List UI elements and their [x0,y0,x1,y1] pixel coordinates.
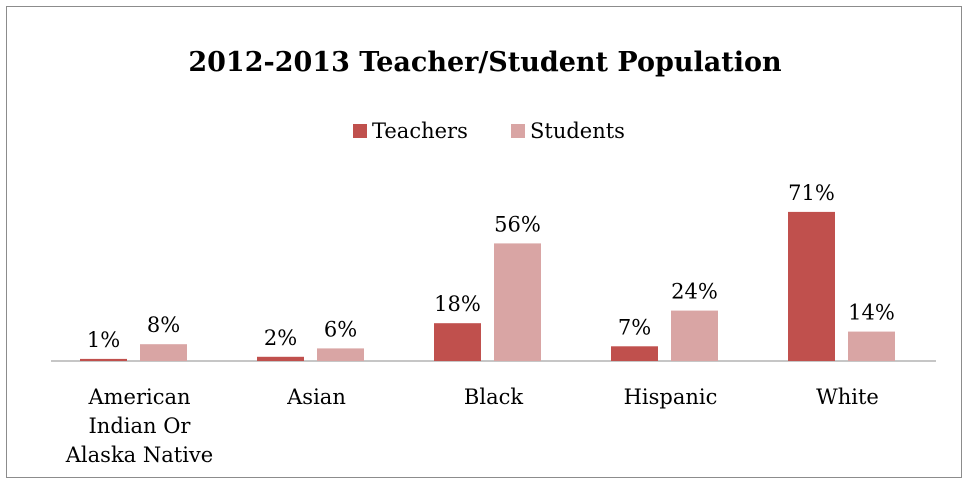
legend-swatch-teachers [353,124,367,138]
data-label-students-4: 14% [848,301,895,325]
chart-frame: 2012-2013 Teacher/Student Population Tea… [6,6,962,478]
category-label-0-line-2: Alaska Native [65,443,213,467]
category-label-0-line-0: American [87,385,190,409]
data-label-students-3: 24% [671,280,718,304]
data-label-teachers-1: 2% [264,326,297,350]
category-label-1-line-0: Asian [286,385,346,409]
category-label-2-line-0: Black [464,385,523,409]
bar-teachers-0 [80,358,127,361]
category-label-0-line-1: Indian Or [89,414,192,438]
data-label-teachers-2: 18% [434,292,481,316]
bar-students-4 [848,331,895,361]
data-label-teachers-4: 71% [788,181,835,205]
chart-legend: Teachers Students [353,119,625,143]
bar-group [80,211,895,361]
chart-canvas: 2012-2013 Teacher/Student Population Tea… [51,47,936,467]
data-label-students-2: 56% [494,212,541,236]
bar-teachers-4 [788,211,835,361]
data-label-students-0: 8% [147,313,180,337]
data-label-teachers-3: 7% [618,315,651,339]
bar-students-1 [317,348,364,361]
bar-students-0 [140,344,187,361]
bar-students-3 [671,310,718,361]
bar-students-2 [494,243,541,361]
legend-label-teachers: Teachers [372,119,468,143]
category-label-3-line-0: Hispanic [624,385,718,409]
legend-label-students: Students [530,119,625,143]
category-label-group: American Indian Or Alaska Native Asian Black… [65,385,879,467]
bar-teachers-2 [434,323,481,361]
data-label-students-1: 6% [324,317,357,341]
legend-swatch-students [511,124,525,138]
data-label-teachers-0: 1% [87,328,120,352]
bar-teachers-3 [611,346,658,361]
category-label-4-line-0: White [816,385,879,409]
data-label-group: 1% 2% 18% 7% 71% 8% 6% 56% 24% 14% [87,181,895,352]
chart-title: 2012-2013 Teacher/Student Population [188,47,782,78]
bar-teachers-1 [257,356,304,361]
